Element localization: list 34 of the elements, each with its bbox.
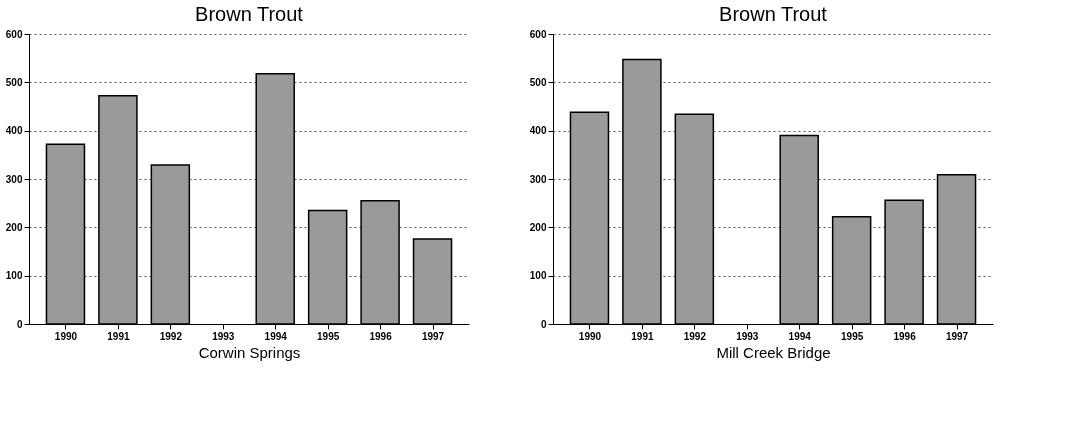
x-tick-label: 1993 (212, 330, 235, 342)
x-tick-label: 1996 (369, 330, 393, 342)
y-tick-label: 500 (5, 76, 23, 88)
x-tick-label: 1997 (421, 330, 445, 342)
y-tick-label: 400 (529, 125, 547, 137)
y-tick-label: 100 (529, 270, 547, 282)
y-tick-label: 200 (5, 221, 23, 233)
x-tick-label: 1991 (107, 330, 130, 342)
y-tick-label: 600 (529, 28, 547, 40)
y-tick-label: 600 (5, 28, 23, 40)
x-tick-label: 1994 (264, 330, 288, 342)
x-tick-label: 1994 (788, 330, 812, 342)
x-tick-label: 1997 (945, 330, 969, 342)
x-tick-label: 1995 (317, 330, 340, 342)
y-tick-label: 0 (540, 318, 547, 330)
x-tick-label: 1992 (159, 330, 183, 342)
y-tick-label: 300 (5, 173, 23, 185)
x-tick-label: 1992 (683, 330, 707, 342)
x-tick-label: 1990 (578, 330, 602, 342)
x-axis-title: Corwin Springs (198, 343, 301, 361)
x-tick-label: 1993 (736, 330, 759, 342)
y-tick-label: 500 (529, 76, 547, 88)
y-tick-label: 300 (529, 173, 547, 185)
y-tick-label: 0 (16, 318, 23, 330)
x-tick-label: 1990 (54, 330, 78, 342)
x-tick-label: 1995 (841, 330, 864, 342)
y-tick-label: 400 (5, 125, 23, 137)
x-tick-label: 1996 (893, 330, 917, 342)
chart-title: Brown Trout (719, 3, 828, 25)
x-axis-title: Mill Creek Bridge (716, 343, 831, 361)
y-tick-label: 200 (529, 221, 547, 233)
y-tick-label: 100 (5, 270, 23, 282)
x-tick-label: 1991 (631, 330, 654, 342)
chart-title: Brown Trout (195, 3, 304, 25)
